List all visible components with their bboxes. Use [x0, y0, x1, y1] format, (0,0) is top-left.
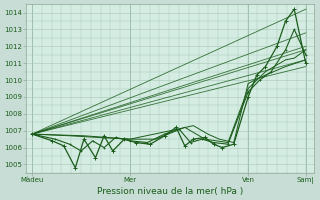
X-axis label: Pression niveau de la mer( hPa ): Pression niveau de la mer( hPa )	[97, 187, 244, 196]
